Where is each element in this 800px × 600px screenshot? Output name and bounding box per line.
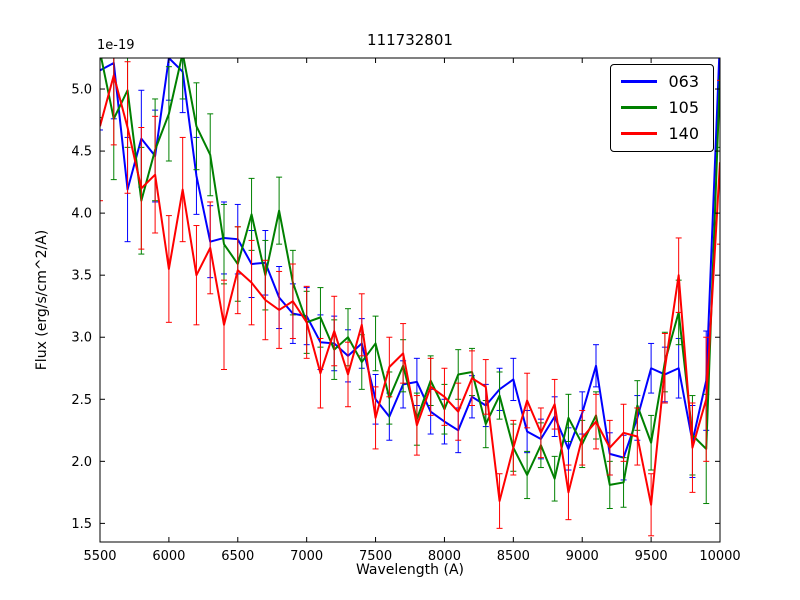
x-axis-label: Wavelength (A) [355, 562, 464, 578]
svg-text:7000: 7000 [290, 549, 323, 564]
svg-text:9000: 9000 [566, 549, 599, 564]
svg-text:10000: 10000 [699, 549, 740, 564]
y-axis-offset-text: 1e-19 [97, 38, 135, 53]
svg-text:5500: 5500 [83, 549, 116, 564]
legend-entry-063: 063 [621, 72, 699, 91]
legend-label: 063 [668, 72, 699, 91]
svg-text:9500: 9500 [635, 549, 668, 564]
y-axis-label: Flux (erg/s/cm^2/A) [34, 229, 50, 371]
svg-text:1.5: 1.5 [71, 517, 92, 532]
svg-text:8500: 8500 [497, 549, 530, 564]
legend-line-sample-blue [621, 80, 658, 84]
svg-text:4.5: 4.5 [71, 145, 92, 160]
svg-text:2.5: 2.5 [71, 393, 92, 408]
chart-title: 111732801 [367, 31, 453, 49]
legend-line-sample-red [621, 132, 658, 136]
legend-entry-140: 140 [621, 124, 699, 143]
legend: 063 105 140 [610, 64, 714, 152]
svg-text:8000: 8000 [428, 549, 461, 564]
svg-text:3.5: 3.5 [71, 269, 92, 284]
legend-label: 105 [668, 98, 699, 118]
svg-text:3.0: 3.0 [71, 331, 92, 346]
legend-line-sample-green [621, 106, 658, 110]
svg-text:5.0: 5.0 [71, 83, 92, 98]
svg-text:7500: 7500 [359, 549, 392, 564]
legend-label: 140 [668, 124, 699, 144]
legend-entry-105: 105 [621, 98, 699, 117]
svg-text:6000: 6000 [152, 549, 185, 564]
svg-text:6500: 6500 [221, 549, 254, 564]
svg-text:4.0: 4.0 [71, 207, 92, 222]
svg-text:2.0: 2.0 [71, 455, 92, 470]
